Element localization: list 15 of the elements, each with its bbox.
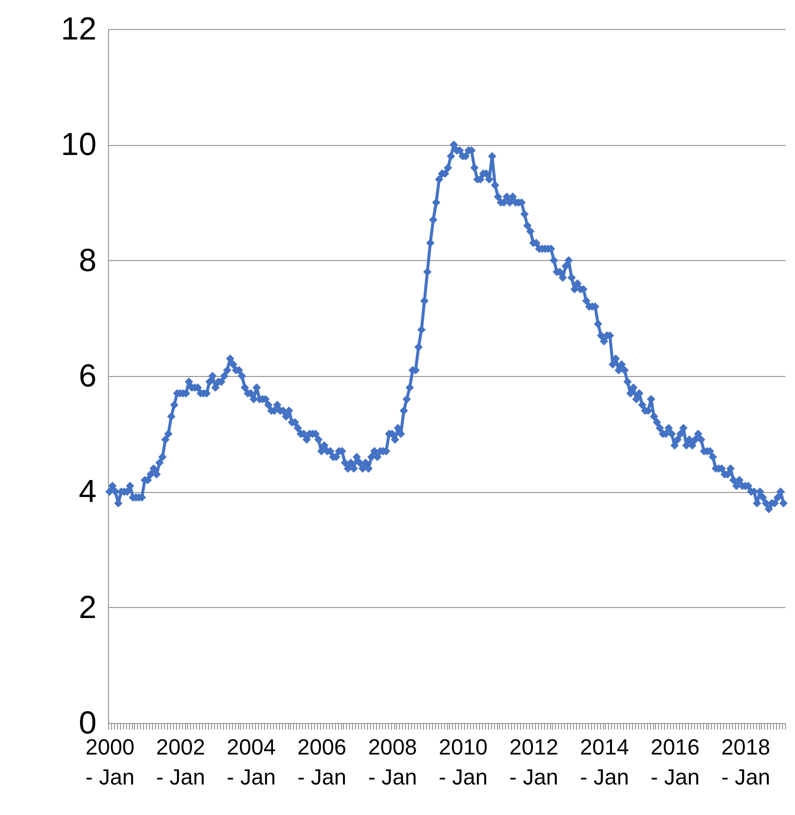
y-tick-label: 4	[78, 473, 96, 510]
x-tick-label: 2014 - Jan	[580, 734, 629, 790]
x-tick-label: 2016 - Jan	[650, 734, 700, 790]
x-tick-label: 2008 - Jan	[368, 734, 418, 790]
y-tick-label: 2	[78, 588, 96, 625]
x-tick-label: 2002 - Jan	[156, 734, 206, 790]
y-tick-label: 8	[78, 242, 96, 278]
x-tick-label: 2006 - Jan	[297, 734, 346, 790]
x-tick-label: 2010 - Jan	[438, 734, 488, 790]
x-tick-label: 2004 - Jan	[226, 734, 276, 790]
x-tick-label: 2012 - Jan	[509, 734, 558, 790]
x-tick-label: 2018 - Jan	[721, 734, 770, 790]
y-tick-label: 6	[78, 358, 96, 394]
y-tick-label: 10	[60, 126, 96, 162]
y-tick-label: 12	[60, 10, 96, 46]
